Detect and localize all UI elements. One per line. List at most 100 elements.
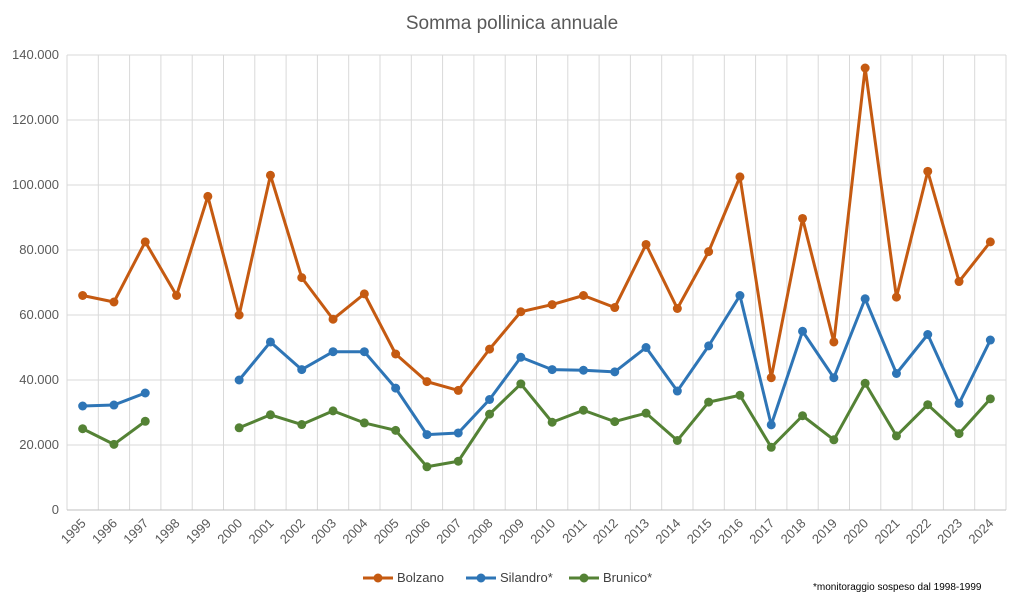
data-point — [923, 166, 933, 176]
data-point — [672, 435, 682, 445]
data-point — [78, 424, 88, 434]
data-point — [172, 291, 182, 300]
x-tick-label: 2000 — [214, 516, 245, 547]
x-tick-label: 2006 — [402, 516, 433, 547]
data-point — [485, 395, 495, 404]
data-point — [140, 388, 150, 398]
data-point — [610, 303, 620, 313]
data-point — [766, 442, 776, 452]
data-point — [140, 416, 150, 426]
data-point — [547, 300, 557, 310]
data-point — [297, 420, 307, 430]
data-point — [328, 314, 338, 324]
data-point — [265, 337, 275, 347]
x-tick-label: 2022 — [903, 516, 934, 547]
data-point — [485, 409, 495, 419]
series-line — [82, 66, 992, 392]
data-point — [829, 373, 839, 383]
y-tick-label: 140.000 — [12, 47, 59, 62]
data-point — [578, 291, 588, 300]
data-point — [641, 408, 651, 418]
data-point — [704, 247, 714, 257]
legend-swatch-marker — [579, 573, 589, 583]
data-point — [422, 430, 432, 440]
series-silandro — [78, 291, 995, 440]
data-point — [140, 237, 150, 247]
y-tick-label: 20.000 — [19, 437, 59, 452]
data-point — [704, 397, 714, 407]
series-line — [237, 294, 992, 437]
data-point — [766, 373, 776, 383]
x-tick-label: 1999 — [183, 516, 214, 547]
grid — [66, 54, 1007, 511]
data-point — [78, 401, 88, 411]
legend-swatch-marker — [476, 573, 486, 583]
data-point — [203, 191, 213, 201]
data-point — [234, 375, 244, 385]
data-point — [735, 291, 745, 300]
legend-label: Brunico* — [603, 570, 652, 585]
data-point — [829, 435, 839, 445]
y-tick-label: 40.000 — [19, 372, 59, 387]
data-point — [954, 277, 964, 287]
chart-title: Somma pollinica annuale — [406, 13, 618, 34]
x-tick-label: 2016 — [715, 516, 746, 547]
data-point — [985, 335, 995, 345]
data-point — [297, 273, 307, 283]
x-axis: 1995 1996 1997 1998 1999 2000 2001 2002 2003 2004… — [58, 516, 997, 547]
x-tick-label: 1998 — [152, 516, 183, 547]
data-point — [547, 417, 557, 427]
x-tick-label: 2013 — [621, 516, 652, 547]
data-point — [391, 349, 401, 359]
data-point — [829, 337, 839, 347]
data-point — [359, 289, 369, 299]
data-point — [391, 425, 401, 435]
data-point — [109, 439, 119, 449]
x-tick-label: 2011 — [559, 516, 589, 546]
data-point — [798, 213, 808, 223]
data-point — [610, 417, 620, 427]
data-point — [78, 291, 88, 300]
data-point — [516, 307, 526, 317]
data-point — [672, 386, 682, 396]
data-point — [860, 63, 870, 73]
legend-item: Bolzano — [363, 570, 444, 585]
x-tick-label: 2009 — [496, 516, 527, 547]
data-point — [985, 237, 995, 247]
x-tick-label: 1996 — [89, 516, 120, 547]
data-point — [610, 367, 620, 377]
x-tick-label: 2008 — [465, 516, 496, 547]
data-point — [704, 341, 714, 351]
data-point — [641, 239, 651, 249]
legend-item: Brunico* — [569, 570, 652, 585]
data-point — [798, 326, 808, 336]
y-tick-label: 0 — [52, 502, 59, 517]
data-point — [453, 428, 463, 438]
legend-swatch-marker — [373, 573, 383, 583]
data-point — [516, 379, 526, 389]
x-tick-label: 2005 — [371, 516, 402, 547]
data-point — [672, 304, 682, 313]
data-point — [985, 394, 995, 404]
x-tick-label: 2010 — [527, 516, 558, 547]
x-tick-label: 2021 — [872, 516, 903, 547]
x-tick-label: 1997 — [120, 516, 151, 547]
data-point — [766, 420, 776, 430]
series-brunico — [78, 378, 995, 472]
data-point — [954, 429, 964, 439]
data-point — [923, 330, 933, 339]
data-point — [453, 456, 463, 466]
data-point — [297, 365, 307, 375]
x-tick-label: 2014 — [652, 516, 683, 547]
x-tick-label: 2019 — [809, 516, 840, 547]
data-point — [359, 347, 369, 357]
legend-label: Bolzano — [397, 570, 444, 585]
x-tick-label: 2018 — [778, 516, 809, 547]
y-tick-label: 100.000 — [12, 177, 59, 192]
series-bolzano — [78, 63, 995, 395]
x-tick-label: 2007 — [433, 516, 464, 547]
y-tick-label: 60.000 — [19, 307, 59, 322]
x-tick-label: 2017 — [746, 516, 777, 547]
data-point — [234, 423, 244, 433]
